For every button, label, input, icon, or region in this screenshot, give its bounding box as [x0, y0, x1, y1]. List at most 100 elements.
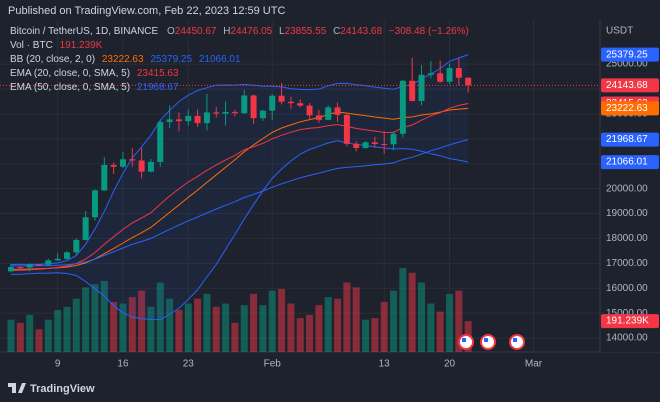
candle-body: [91, 190, 98, 218]
legend-volume: Vol · BTC 191.239K: [10, 40, 103, 51]
x-tick-label: 23: [183, 359, 195, 370]
footer-logo: TradingView: [8, 383, 95, 395]
change: −308.48 (−1.26%): [389, 26, 469, 37]
candle-body: [409, 80, 416, 101]
legend-ema50: EMA (50, close, 0, SMA, 5) 21968.67: [10, 82, 179, 93]
y-tick-label: 20000.00: [606, 183, 648, 194]
candle-body: [17, 267, 24, 269]
candle-body: [259, 110, 266, 119]
candle-body: [306, 105, 313, 116]
volume-bar: [100, 280, 108, 352]
price-badge: [601, 101, 659, 116]
volume-bar: [110, 301, 118, 352]
ohlc-value: 24450.67: [175, 26, 217, 37]
candle-body: [427, 73, 434, 75]
candle-body: [8, 267, 14, 272]
volume-bar: [446, 293, 454, 352]
y-tick-label: 18000.00: [606, 233, 648, 244]
bb-line: [10, 54, 469, 265]
volume-bar: [240, 305, 248, 352]
candle-body: [315, 115, 322, 120]
volume-bar: [7, 319, 15, 352]
candle-body: [54, 258, 61, 261]
volume-bar: [91, 284, 99, 352]
x-tick-label: 13: [379, 359, 391, 370]
volume-badge-label: 191.239K: [606, 316, 649, 327]
y-tick-label: 19000.00: [606, 208, 648, 219]
ohlc-letter: L: [279, 26, 285, 37]
volume-bar: [72, 298, 80, 352]
flag-canton: [513, 338, 517, 342]
volume-bar: [287, 303, 295, 352]
volume-bar: [231, 322, 239, 352]
candle-body: [446, 68, 453, 82]
volume-bar: [35, 329, 43, 352]
volume-bar: [399, 268, 407, 352]
price-badge-label: 24143.68: [606, 80, 648, 91]
candle-body: [119, 159, 126, 167]
candle-body: [101, 164, 108, 191]
volume-bar: [343, 282, 351, 352]
bb-value: 21066.01: [199, 54, 241, 65]
price-badge: [601, 132, 659, 147]
flag-canton: [484, 338, 488, 342]
volume-bar: [44, 319, 52, 352]
y-tick-label: 17000.00: [606, 258, 648, 269]
volume-name: Vol · BTC: [10, 40, 53, 51]
price-badge: [601, 47, 659, 62]
volume-bar: [278, 289, 286, 352]
volume-bar: [324, 297, 332, 352]
logo-icon: [8, 383, 26, 393]
volume-bar: [54, 310, 62, 352]
price-badge-label: 21968.67: [606, 134, 648, 145]
candle-body: [399, 80, 406, 134]
candle-body: [213, 112, 220, 114]
candle-body: [26, 264, 33, 268]
candle-body: [250, 95, 257, 119]
volume-bar: [26, 314, 34, 352]
x-tick-label: Mar: [525, 359, 543, 370]
price-badge: [601, 155, 659, 170]
volume-bar: [138, 290, 146, 352]
bb-line: [10, 140, 469, 321]
ema-line: [10, 103, 469, 271]
candle-body: [194, 115, 201, 124]
volume-bar: [380, 301, 388, 352]
volume-bar: [418, 282, 426, 352]
candle-body: [138, 160, 145, 172]
candle-body: [231, 111, 238, 114]
candle-body: [63, 252, 70, 259]
volume-bar: [408, 272, 416, 352]
candle-body: [287, 101, 294, 104]
candle-body: [175, 119, 182, 122]
candle-body: [110, 164, 117, 167]
candle-body: [465, 77, 472, 86]
volume-bar: [184, 303, 192, 352]
ohlc-value: 23855.55: [285, 26, 327, 37]
price-badge-label: 23222.63: [606, 103, 648, 114]
volume-value: 191.239K: [60, 40, 103, 51]
volume-bar: [203, 293, 211, 352]
x-tick-label: Feb: [264, 359, 282, 370]
brand: TradingView: [30, 383, 95, 395]
candle-body: [353, 143, 360, 149]
volume-bar: [306, 314, 314, 352]
volume-bar: [119, 303, 127, 352]
candle-body: [390, 133, 397, 145]
candle-body: [455, 68, 462, 78]
chart-layer: 9 16 23 Feb 13 20 Mar 14000.00 15000.00 16000.00 1…: [0, 20, 660, 370]
bb-name: BB (20, close, 2, 0): [10, 54, 95, 65]
candle-body: [297, 103, 304, 106]
ema-line: [11, 139, 469, 267]
published-line: Published on TradingView.com, Feb 22, 20…: [8, 5, 285, 17]
ema-value: 21968.67: [137, 82, 179, 93]
ema-value: 23415.63: [137, 68, 179, 79]
legend-bb: BB (20, close, 2, 0) 23222.63 25379.25 2…: [10, 54, 241, 65]
volume-bar: [250, 293, 258, 352]
ohlc-letter: C: [333, 26, 340, 37]
price-badge-label: 25379.25: [606, 49, 648, 60]
candle-body: [185, 115, 192, 122]
volume-bar: [128, 297, 136, 352]
volume-bar: [63, 306, 71, 352]
candle-body: [35, 264, 42, 266]
